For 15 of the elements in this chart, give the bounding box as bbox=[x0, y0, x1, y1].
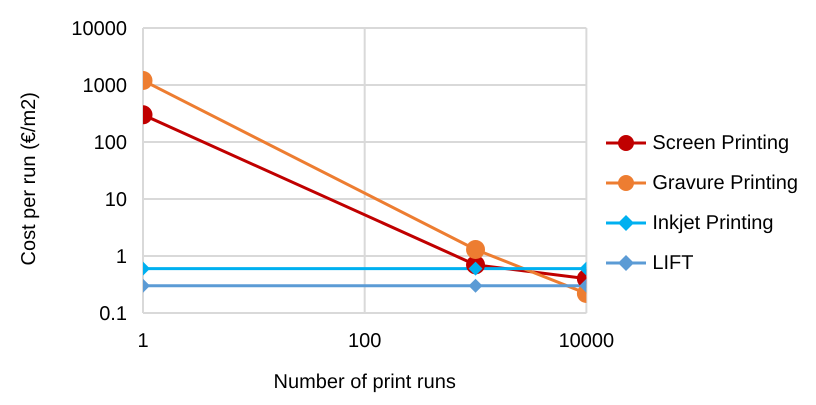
y-tick-label: 1 bbox=[116, 246, 127, 268]
x-tick-label: 1 bbox=[137, 330, 149, 352]
legend-label: LIFT bbox=[652, 252, 694, 274]
x-tick-label: 100 bbox=[348, 330, 382, 352]
y-tick-label: 100 bbox=[94, 132, 127, 154]
y-tick-label: 10 bbox=[104, 189, 127, 212]
y-tick-label: 10000 bbox=[71, 18, 127, 40]
y-axis-title: Cost per run (€/m2) bbox=[18, 92, 40, 266]
legend-label: Inkjet Printing bbox=[652, 212, 774, 234]
x-tick-label: 10000 bbox=[558, 330, 614, 352]
y-tick-label: 0.1 bbox=[99, 303, 127, 326]
x-axis-title: Number of print runs bbox=[274, 371, 456, 393]
legend-label: Screen Printing bbox=[652, 132, 790, 154]
y-tick-label: 1000 bbox=[82, 75, 127, 98]
legend-label: Gravure Printing bbox=[652, 172, 798, 194]
